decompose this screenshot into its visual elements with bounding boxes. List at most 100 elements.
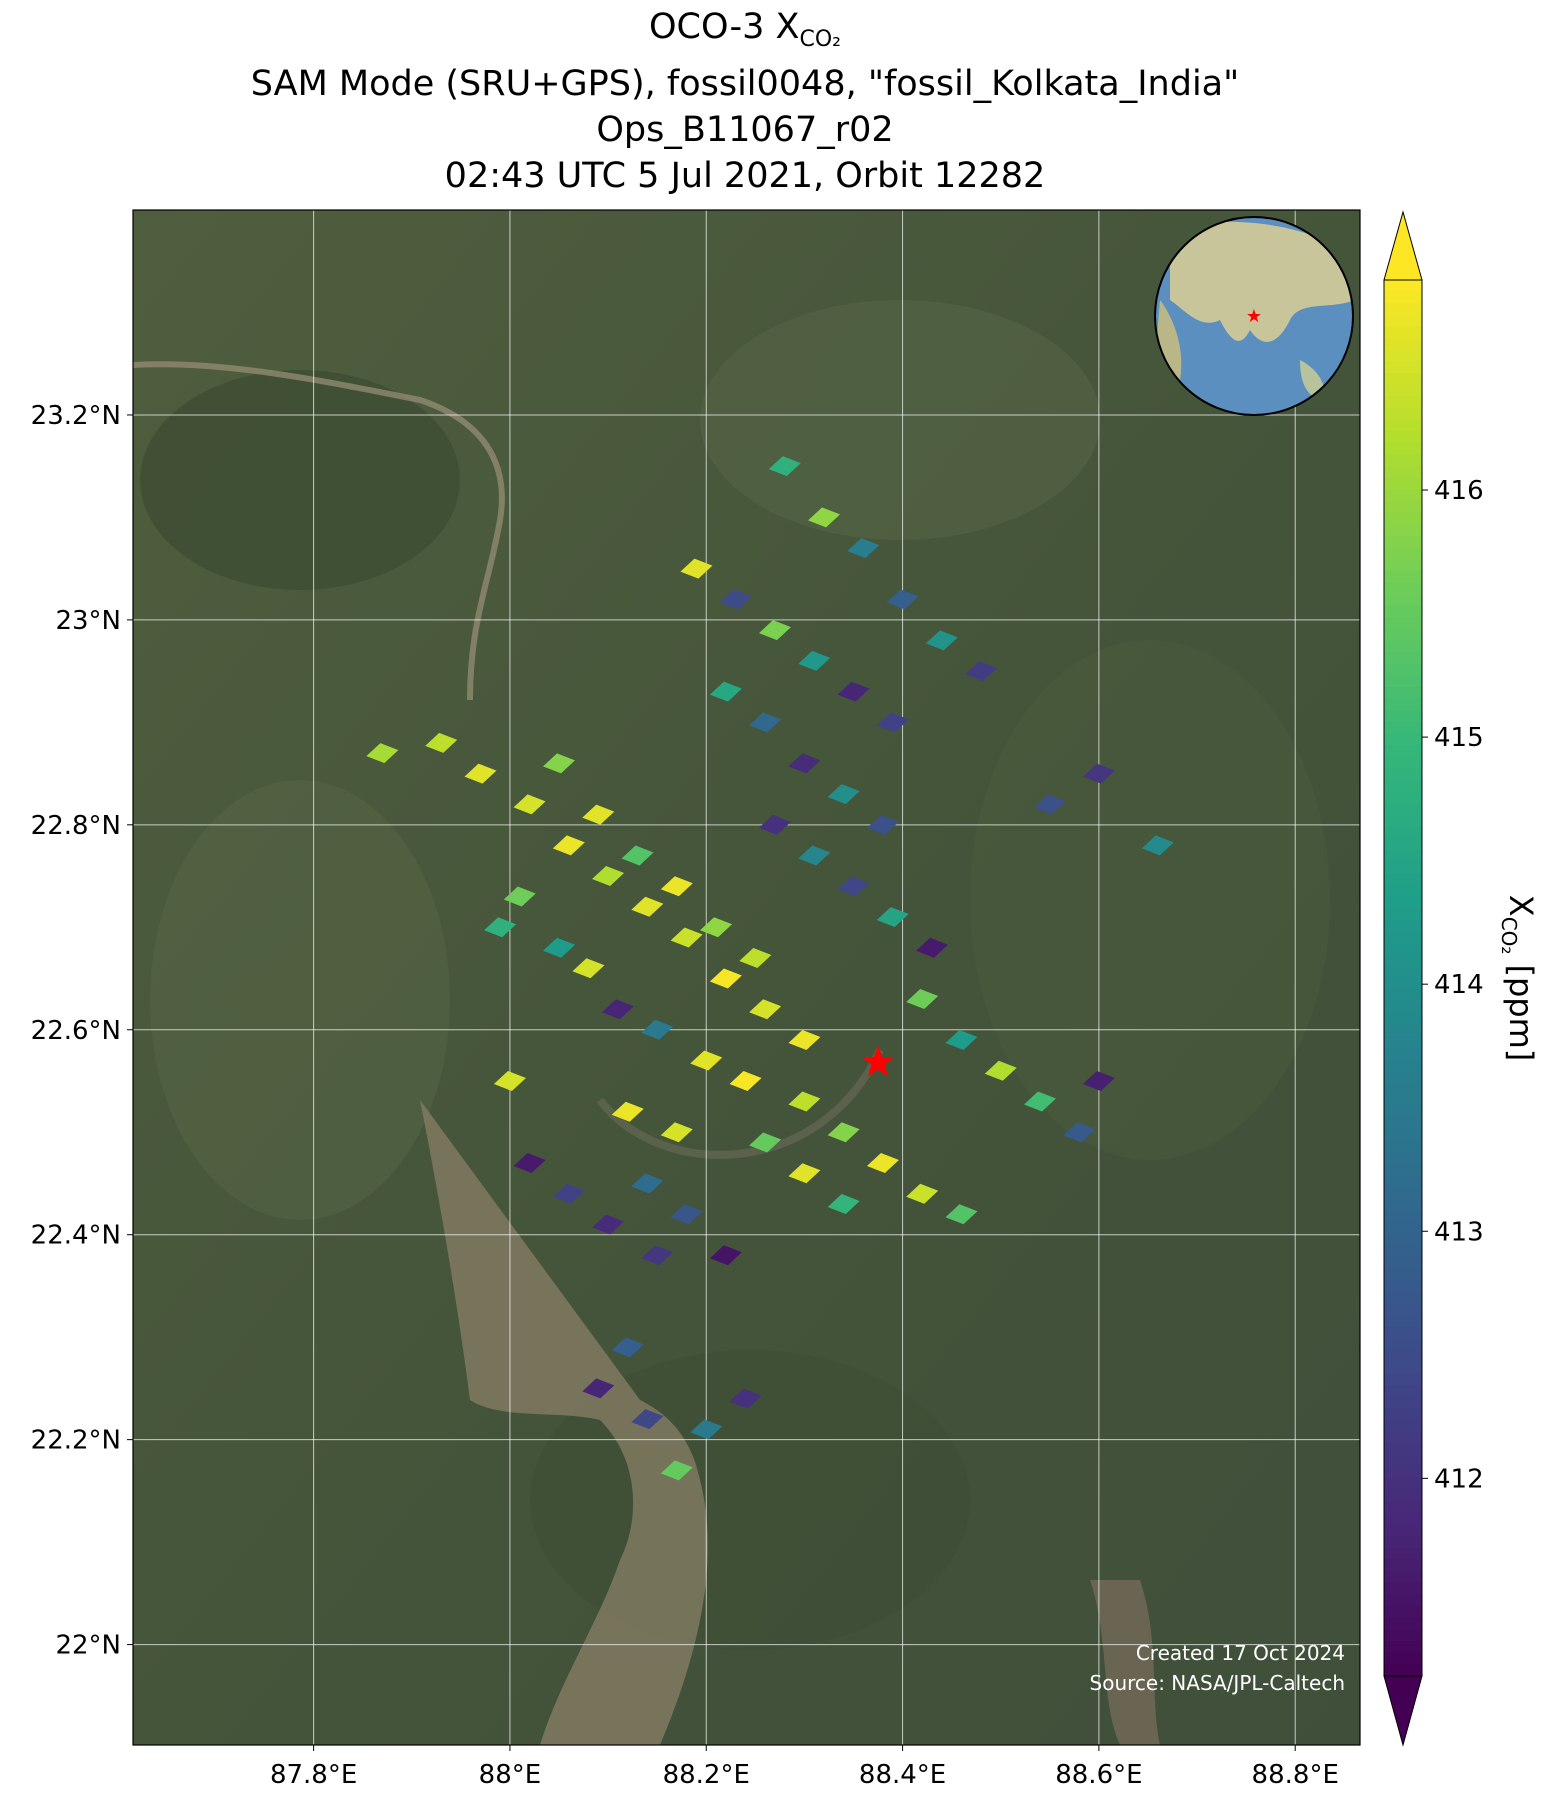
sounding [709,968,742,989]
colorbar-band [1384,1233,1422,1247]
colorbar-band [1384,419,1422,432]
sounding [641,1245,674,1266]
annotation: Created 17 Oct 2024 [1136,1641,1345,1665]
sounding [572,958,605,979]
colorbar-band [1384,850,1422,863]
colorbar-band [1384,989,1422,1002]
sounding [719,589,752,610]
sounding [543,937,576,958]
colorbar-band [1384,1129,1422,1142]
sounding [582,804,615,825]
sounding [925,630,958,651]
title-line: SAM Mode (SRU+GPS), fossil0048, "fossil_… [251,64,1239,104]
colorbar-band [1384,291,1422,304]
colorbar-band [1384,1396,1422,1410]
colorbar-band [1384,1466,1422,1479]
colorbar-band [1384,501,1422,514]
sounding [660,1122,693,1143]
colorbar-band [1384,1559,1422,1572]
colorbar-band [1384,1001,1422,1014]
colorbar-band [1384,1315,1422,1328]
sounding [749,999,782,1020]
colorbar-band [1384,547,1422,560]
sounding [611,1337,644,1358]
colorbar-band [1384,884,1422,898]
colorbar-band [1384,454,1422,467]
title-line: OCO-3 XCO₂ [649,7,841,52]
colorbar-band [1384,1629,1422,1642]
basemap [133,210,1360,1745]
colorbar-band [1384,1361,1422,1375]
colorbar-tick-label: 416 [1434,476,1484,506]
sounding [690,1419,723,1440]
colorbar-band [1384,1082,1422,1095]
colorbar-band [1384,1582,1422,1596]
colorbar-extend-top [1383,210,1423,281]
x-tick-label: 88.2°E [663,1760,750,1790]
sounding [876,712,909,733]
sounding [798,845,831,866]
sounding [641,1019,674,1040]
colorbar-band [1384,1245,1422,1258]
sounding [513,1152,546,1173]
colorbar-band [1384,1385,1422,1398]
colorbar-band [1384,442,1422,456]
globe-inset: ★ [1154,216,1354,416]
colorbar-band [1384,338,1422,351]
sounding [1033,794,1066,815]
sounding [729,1070,762,1091]
x-tick-label: 88.8°E [1252,1760,1339,1790]
sounding [916,937,949,958]
colorbar-band [1384,722,1422,735]
title: OCO-3 XCO₂ SAM Mode (SRU+GPS), fossil004… [251,7,1239,196]
colorbar-band [1384,1338,1422,1351]
colorbar-band [1384,663,1422,677]
colorbar-band [1384,1443,1422,1456]
sounding [837,681,870,702]
sounding [808,507,841,528]
colorbar-frame [1383,279,1423,1677]
colorbar-band [1384,1327,1422,1340]
sounding [592,866,625,887]
colorbar-band [1384,1292,1422,1305]
x-tick-label: 88.4°E [859,1760,946,1790]
colorbar-band [1384,1617,1422,1631]
colorbar-band [1384,1606,1422,1619]
colorbar-band [1384,1012,1422,1026]
sounding [543,753,576,774]
sounding [906,1183,939,1204]
title-line: Ops_B11067_r02 [596,110,893,150]
sounding [670,1204,703,1225]
colorbar-band [1384,1105,1422,1119]
colorbar-band [1384,1175,1422,1188]
sounding [1082,1070,1115,1091]
sounding [739,948,772,969]
colorbar-band [1384,1210,1422,1223]
colorbar-band [1384,1664,1422,1677]
colorbar-band [1384,896,1422,909]
colorbar-band [1384,1524,1422,1537]
colorbar-band [1384,1268,1422,1282]
sounding [866,814,899,835]
x-tick-label: 88°E [479,1760,542,1790]
colorbar-tick-label: 414 [1434,970,1484,1000]
colorbar-band [1384,629,1422,642]
colorbar-band [1384,745,1422,758]
sounding [906,989,939,1010]
colorbar-band [1384,1489,1422,1503]
y-tick-label: 22°N [55,1631,121,1661]
colorbar-band [1384,314,1422,328]
colorbar-band [1384,1047,1422,1061]
colorbar-band [1384,943,1422,956]
colorbar-band [1384,524,1422,537]
colorbar-band [1384,384,1422,397]
colorbar-band [1384,1117,1422,1130]
colorbar-band [1384,1454,1422,1468]
colorbar-band [1384,1431,1422,1444]
colorbar-band [1384,1652,1422,1665]
plot-frame [132,209,1361,1746]
sounding [631,1409,664,1430]
sounding [611,1101,644,1122]
